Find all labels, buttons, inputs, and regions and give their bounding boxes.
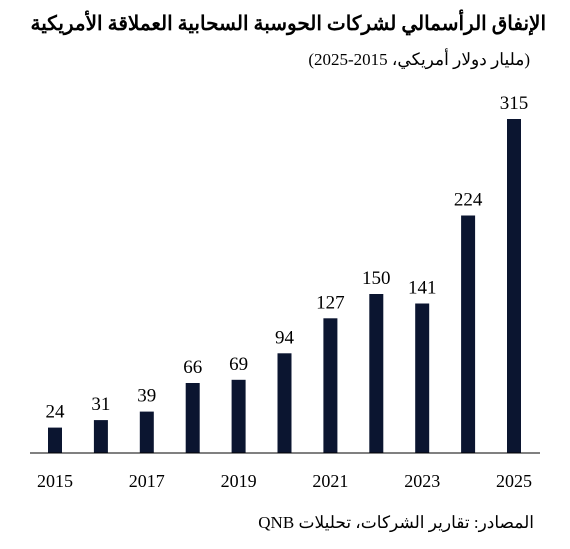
bar-2015 bbox=[48, 427, 62, 453]
data-label-2021: 127 bbox=[316, 292, 345, 313]
bar-2022 bbox=[369, 294, 384, 453]
data-label-2018: 66 bbox=[183, 357, 202, 378]
bar-2016 bbox=[93, 420, 108, 453]
bar-2024 bbox=[461, 215, 476, 453]
data-label-2022: 150 bbox=[362, 268, 391, 289]
bar-2019 bbox=[231, 379, 246, 453]
data-label-2015: 24 bbox=[46, 402, 66, 423]
chart-title: الإنفاق الرأسمالي لشركات الحوسبة السحابي… bbox=[30, 13, 546, 35]
x-tick-labels-layer: 2015 2017 2019 2021 2023 2025 bbox=[37, 471, 532, 491]
x-tick-label-2023: 2023 bbox=[404, 471, 440, 491]
bar-2020 bbox=[277, 353, 292, 453]
x-tick-label-2015: 2015 bbox=[37, 471, 73, 491]
data-label-2020: 94 bbox=[275, 327, 295, 348]
data-label-2025: 315 bbox=[500, 93, 529, 114]
bars-layer bbox=[48, 119, 521, 453]
x-tick-label-2019: 2019 bbox=[221, 471, 257, 491]
data-label-2024: 224 bbox=[454, 190, 483, 211]
bar-2025 bbox=[507, 119, 521, 453]
chart-source: المصادر: تقارير الشركات، تحليلات QNB bbox=[258, 513, 534, 532]
data-labels-layer: 24 31 39 66 69 94 127 150 141 224 315 bbox=[46, 93, 529, 423]
bar-2017 bbox=[139, 411, 154, 453]
data-label-2019: 69 bbox=[229, 354, 248, 375]
x-tick-label-2025: 2025 bbox=[496, 471, 532, 491]
x-tick-label-2021: 2021 bbox=[312, 471, 348, 491]
bar-2018 bbox=[185, 383, 200, 453]
bar-2023 bbox=[415, 303, 430, 453]
data-label-2023: 141 bbox=[408, 278, 437, 299]
bar-2021 bbox=[323, 318, 338, 453]
chart-subtitle: (مليار دولار أمريكي، 2015-2025) bbox=[308, 50, 530, 69]
data-label-2016: 31 bbox=[91, 394, 110, 415]
data-label-2017: 39 bbox=[137, 386, 156, 407]
x-tick-label-2017: 2017 bbox=[129, 471, 165, 491]
